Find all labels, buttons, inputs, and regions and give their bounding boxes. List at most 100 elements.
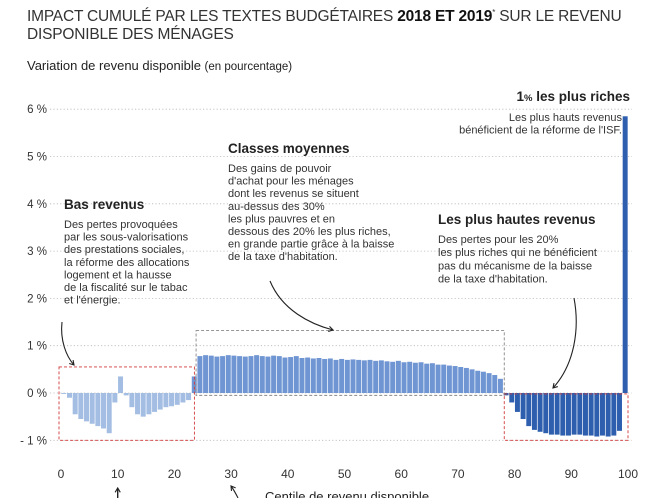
classes-moyennes-text-line: Des gains de pouvoir [228,163,332,175]
title-part1: IMPACT CUMULÉ PAR LES TEXTES BUDGÉTAIRES [27,8,398,26]
bar [293,356,299,393]
bar [271,355,277,393]
bar [327,358,333,393]
x-tick-label: 10 [111,467,125,481]
bar [152,393,158,412]
y-tick-label: 4 % [27,199,47,211]
bar [594,393,600,437]
bas-revenus-arrow [61,321,75,366]
bar [617,393,622,431]
bar [350,359,356,393]
bar [310,358,316,393]
bar [497,378,503,393]
bar [588,393,594,436]
plus-riches-title: 1% les plus riches [516,89,630,104]
bar [163,393,169,408]
bar [611,393,617,436]
y-tick-label: - 1 % [20,435,47,447]
bar [543,393,549,434]
bar [373,360,379,393]
classes-moyennes-text-line: les plus pauvres et en [228,213,335,225]
bar [412,362,418,393]
y-tick-label: 1 % [27,341,47,353]
plus-riches-title-number: 1 [516,89,524,104]
y-axis-label: Variation de revenu disponible (en pourc… [27,58,292,73]
bar [135,393,141,415]
x-tick-label: 30 [224,467,238,481]
bas-revenus-text-line: Des pertes provoquées [64,219,178,231]
bar [452,366,458,393]
bar [514,393,520,412]
bar [344,359,350,393]
bar [174,393,180,405]
bar [475,370,481,393]
bar [186,393,192,401]
y-tick-label: 3 % [27,246,47,258]
bar [220,356,226,393]
xaxis-title-pointer [230,485,239,498]
bas-revenus-text-line: des prestations sociales, [64,244,184,256]
bar [72,393,78,415]
bar [401,362,407,393]
bar [531,393,537,430]
bas-revenus-arrowhead [69,359,75,366]
plus-riches-text-line: bénéficient de la réforme de l'ISF. [459,125,622,137]
title-footnote-marker: * [492,8,496,17]
bar [571,393,577,435]
plus-hautes-text-line: les plus riches qui ne bénéficient [438,247,597,259]
y-tick-label: 0 % [27,388,47,400]
bas-revenus-text-line: logement et la hausse [64,269,172,281]
bar [106,393,112,434]
title-bold: 2018 ET 2019 [397,8,493,26]
plus-hautes-box [503,393,629,441]
bar [429,363,435,393]
bar [554,393,560,435]
x-tick-label: 0 [58,467,65,481]
bar [622,116,628,394]
plus-hautes-arrowhead [552,382,558,389]
bar [288,357,294,393]
classes-moyennes-title: Classes moyennes [228,141,350,156]
bar [577,393,583,435]
bar [299,357,305,393]
bar [537,393,543,432]
plus-hautes-arrow [552,297,577,389]
bar [446,365,452,393]
bar [95,393,101,427]
bar [384,361,390,393]
bas-revenus-text-line: et l'énergie. [64,295,121,307]
plus-hautes-text-line: de la taxe d'habitation. [438,274,548,286]
x-tick-label: 60 [395,467,409,481]
bar [197,356,203,393]
bar [282,357,288,393]
bar [61,393,67,394]
bar [435,364,441,393]
bar [89,393,95,424]
chart-title: IMPACT CUMULÉ PAR LES TEXTES BUDGÉTAIRES… [27,4,627,44]
xaxis-title-pointer-head [230,485,236,492]
classes-moyennes-text-line: dont les revenus se situent [228,188,359,200]
plus-hautes-text-line: pas du mécanisme de la baisse [438,260,592,272]
bar [441,364,447,393]
bar [214,356,220,393]
bar [333,359,339,393]
classes-moyennes-text-line: au-dessus des 30% [228,201,325,213]
bar [605,393,611,437]
bar [356,359,362,393]
classes-moyennes-arrow [269,280,334,331]
x-tick-label: 50 [338,467,352,481]
bar [203,355,209,393]
bar [492,375,498,393]
bar [169,393,175,407]
x-tick-label: 80 [508,467,522,481]
plus-riches-text-line: Les plus hauts revenus [509,112,623,124]
plus-hautes-title: Les plus hautes revenus [438,212,596,227]
x-tick-labels: 0 10 20 30 40 50 60 70 80 90 100 [58,467,639,481]
bas-revenus-title: Bas revenus [64,197,144,212]
bar [322,358,328,393]
x-tick-label: 90 [565,467,579,481]
x-tick-label: 70 [451,467,465,481]
x-tick-label: 20 [168,467,182,481]
bar [67,393,72,398]
classes-moyennes-text-line: d'achat pour les ménages [228,176,354,188]
